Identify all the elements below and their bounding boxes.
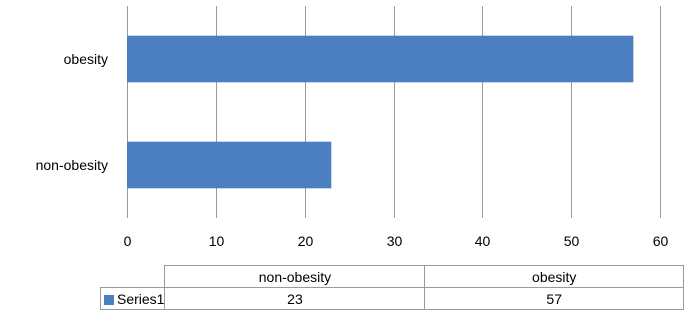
x-tick-label: 0 — [124, 233, 132, 249]
legend-key-swatch — [104, 294, 114, 305]
data-table: non-obesity obesity Series1 23 57 — [99, 265, 684, 310]
bars — [127, 35, 634, 189]
x-tick-labels: 0 10 20 30 40 50 60 — [124, 233, 669, 249]
x-tick-label: 40 — [475, 233, 491, 249]
data-table-corner — [100, 265, 166, 288]
x-tick-label: 10 — [209, 233, 225, 249]
legend-label: Series1 — [117, 290, 165, 307]
category-label: non-obesity — [36, 157, 108, 173]
data-table-row: Series1 23 57 — [99, 287, 684, 310]
bar-chart: non-obesity obesity 0 10 20 30 40 50 60 — [36, 6, 669, 249]
data-table-cell: 57 — [424, 287, 684, 310]
x-tick-label: 30 — [387, 233, 403, 249]
bar — [127, 35, 634, 83]
data-table-header-row: non-obesity obesity — [100, 265, 684, 288]
x-tick-label: 20 — [298, 233, 314, 249]
x-tick-label: 50 — [564, 233, 580, 249]
data-table-header: non-obesity — [164, 265, 426, 288]
category-labels: non-obesity obesity — [36, 51, 108, 173]
category-label: obesity — [64, 51, 108, 67]
bar — [127, 141, 332, 189]
legend-entry: Series1 — [99, 287, 166, 310]
x-tick-label: 60 — [653, 233, 669, 249]
data-table-cell: 23 — [164, 287, 426, 310]
data-table-header: obesity — [424, 265, 684, 288]
